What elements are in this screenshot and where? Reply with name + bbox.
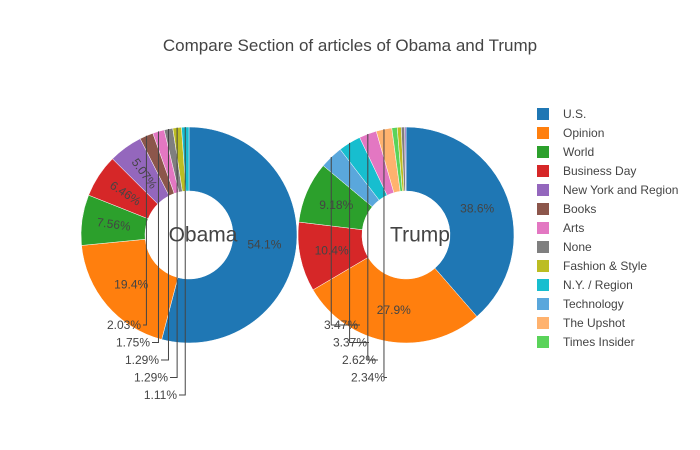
- legend-label: World: [563, 145, 594, 159]
- pie-trump: 38.6% 27.9% 10.4% 9.18% 3.47% 3.37% 2.62% 2.34%…: [297, 126, 515, 385]
- legend-swatch: [537, 336, 549, 348]
- legend-label: U.S.: [563, 107, 586, 121]
- legend-swatch: [537, 317, 549, 329]
- leader-line-obama-none: [161, 128, 169, 361]
- slice-label-obama-none: 1.29%: [125, 353, 159, 367]
- slice-label-trump-world: 9.18%: [319, 198, 353, 212]
- slice-label-trump-the-upshot: 2.34%: [351, 371, 385, 385]
- legend-label: Business Day: [563, 164, 636, 178]
- legend-swatch: [537, 184, 549, 196]
- slice-label-obama-u-s: 54.1%: [247, 238, 281, 252]
- chart-title: Compare Section of articles of Obama and…: [163, 36, 537, 55]
- slice-label-trump-technology: 3.47%: [324, 318, 358, 332]
- slice-label-obama-world: 7.56%: [96, 215, 132, 234]
- legend-item-business-day[interactable]: Business Day: [537, 164, 636, 178]
- slice-label-trump-business-day: 10.4%: [315, 244, 349, 258]
- slice-label-obama-arts: 1.75%: [116, 336, 150, 350]
- legend-swatch: [537, 260, 549, 272]
- legend: U.S. Opinion World Business Day New York and…: [537, 107, 678, 349]
- legend-item-world[interactable]: World: [537, 145, 594, 159]
- legend-item-fashion-style[interactable]: Fashion & Style: [537, 259, 647, 273]
- legend-label: The Upshot: [563, 316, 626, 330]
- legend-swatch: [537, 241, 549, 253]
- slice-label-obama-opinion: 19.4%: [114, 277, 148, 291]
- legend-label: New York and Region: [563, 183, 678, 197]
- legend-swatch: [537, 146, 549, 158]
- slice-trump-opinion[interactable]: [312, 257, 478, 344]
- leader-line-obama-arts: [152, 131, 159, 343]
- legend-swatch: [537, 127, 549, 139]
- leader-line-trump-the-upshot: [383, 129, 387, 378]
- slice-label-trump-n-y-region: 3.37%: [333, 336, 367, 350]
- slice-label-trump-opinion: 27.9%: [377, 303, 411, 317]
- slice-trump-new-york-and-region[interactable]: [404, 126, 407, 192]
- legend-swatch: [537, 203, 549, 215]
- legend-item-technology[interactable]: Technology: [537, 297, 624, 311]
- leader-line-obama-books: [143, 135, 147, 326]
- legend-label: None: [563, 240, 592, 254]
- legend-label: Arts: [563, 221, 584, 235]
- legend-item-times-insider[interactable]: Times Insider: [537, 335, 635, 349]
- slice-obama-opinion[interactable]: [81, 238, 179, 340]
- leader-line-trump-arts: [367, 133, 378, 361]
- legend-label: Times Insider: [563, 335, 635, 349]
- legend-label: Opinion: [563, 126, 604, 140]
- legend-item-u-s[interactable]: U.S.: [537, 107, 586, 121]
- legend-swatch: [537, 279, 549, 291]
- legend-item-none[interactable]: None: [537, 240, 592, 254]
- slice-obama-u-s[interactable]: [161, 126, 298, 344]
- slice-label-obama-fashion-style: 1.29%: [134, 371, 168, 385]
- legend-item-books[interactable]: Books: [537, 202, 596, 216]
- slice-label-trump-u-s: 38.6%: [460, 201, 494, 215]
- legend-label: Books: [563, 202, 596, 216]
- legend-item-the-upshot[interactable]: The Upshot: [537, 316, 626, 330]
- legend-swatch: [537, 165, 549, 177]
- legend-label: N.Y. / Region: [563, 278, 633, 292]
- slice-label-trump-arts: 2.62%: [342, 353, 376, 367]
- center-label-obama: Obama: [169, 224, 238, 247]
- legend-label: Fashion & Style: [563, 259, 647, 273]
- legend-swatch: [537, 298, 549, 310]
- legend-swatch: [537, 108, 549, 120]
- legend-item-opinion[interactable]: Opinion: [537, 126, 604, 140]
- pies-group: 54.1%19.4%7.56%6.46%5.07%2.03%1.75%1.29%…: [80, 126, 515, 402]
- leader-line-obama-n-y-region: [179, 127, 186, 396]
- leader-line-obama-fashion-style: [170, 127, 178, 378]
- legend-item-arts[interactable]: Arts: [537, 221, 584, 235]
- pie-obama: 54.1%19.4%7.56%6.46%5.07%2.03%1.75%1.29%…: [80, 126, 298, 402]
- legend-item-n-y-region[interactable]: N.Y. / Region: [537, 278, 633, 292]
- slice-label-obama-books: 2.03%: [107, 318, 141, 332]
- leader-line-trump-technology: [330, 157, 360, 326]
- legend-label: Technology: [563, 297, 624, 311]
- slice-label-obama-n-y-region: 1.11%: [144, 388, 177, 402]
- leader-line-trump-n-y-region: [349, 142, 369, 343]
- legend-item-new-york-and-region[interactable]: New York and Region: [537, 183, 678, 197]
- legend-swatch: [537, 222, 549, 234]
- slice-trump-u-s[interactable]: [405, 126, 515, 317]
- center-label-trump: Trump: [390, 224, 450, 247]
